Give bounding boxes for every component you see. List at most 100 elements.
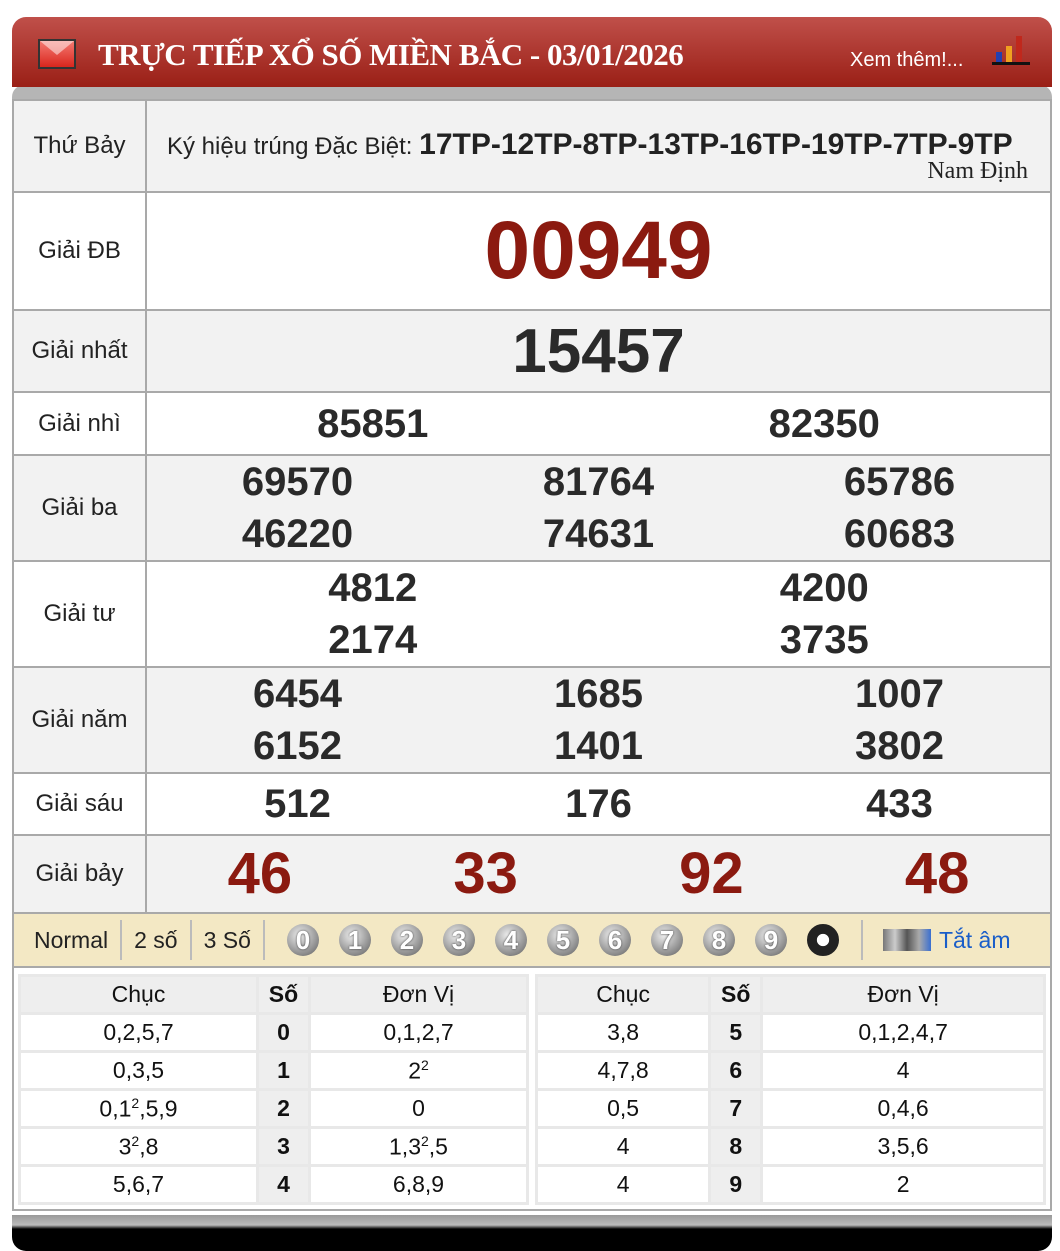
prize-row-g1: Giải nhất 15457	[12, 309, 1052, 393]
digit-4-button[interactable]: 4	[494, 924, 527, 956]
cell-text: 2	[408, 1057, 421, 1084]
cell-text: 2	[896, 1171, 910, 1197]
loto-header: Chục Số Đơn Vị	[18, 974, 529, 1015]
code-value: 17TP-12TP-8TP-13TP-16TP-19TP-7TP-9TP	[419, 128, 1013, 161]
mute-label: Tắt âm	[938, 926, 1011, 953]
digit-9-button[interactable]: 9	[754, 924, 787, 956]
prize-number: 4812	[328, 566, 418, 610]
col-so: Số	[256, 974, 311, 1015]
so-cell: 2	[256, 1088, 311, 1129]
count-sup: 2	[421, 1056, 429, 1073]
digit-3-button[interactable]: 3	[442, 924, 475, 956]
prize-number: 433	[866, 782, 933, 826]
cell-text: ,5	[428, 1133, 448, 1160]
chuc-cell: 0,5	[534, 1088, 712, 1129]
chuc-cell: 0,3,5	[18, 1050, 259, 1091]
special-code: Ký hiệu trúng Đặc Biệt: 17TP-12TP-8TP-13…	[145, 99, 1052, 193]
header-band	[12, 85, 1052, 99]
prize-row-g5: Giải năm 6454 1685 1007 6152 1401 3802	[12, 666, 1052, 774]
prize-number: 15457	[145, 309, 1052, 393]
prize-row-g4: Giải tư 4812 4200 2174 3735	[12, 560, 1052, 668]
mode-3-digits[interactable]: 3 Số	[192, 920, 265, 960]
cell-text: 0,3,5	[112, 1057, 165, 1083]
count-sup: 2	[131, 1094, 140, 1111]
so-cell: 1	[256, 1050, 311, 1091]
results-table: Thứ Bảy Ký hiệu trúng Đặc Biệt: 17TP-12T…	[12, 99, 1052, 914]
prize-number: 00949	[145, 191, 1052, 311]
table-row: 0,5 7 0,4,6	[534, 1088, 1046, 1129]
prize-number: 176	[565, 782, 632, 826]
prize-number: 6152	[253, 724, 342, 768]
table-row: 0,3,5 1 22	[18, 1050, 529, 1091]
prize-number: 46	[227, 841, 293, 906]
prize-number: 1401	[554, 724, 643, 768]
bar-chart-icon[interactable]	[992, 36, 1030, 65]
cell-text: 3,8	[607, 1019, 640, 1045]
digit-8-button[interactable]: 8	[702, 924, 735, 956]
prize-number: 65786	[843, 460, 956, 504]
prize-label: Giải ĐB	[12, 191, 147, 311]
so-cell: 7	[708, 1088, 764, 1129]
prize-number: 3802	[855, 724, 944, 768]
col-donvi: Đơn Vị	[760, 974, 1046, 1015]
cell-text: 4	[896, 1057, 910, 1083]
cell-text: 5,6,7	[112, 1171, 165, 1197]
prize-row-db: Giải ĐB 00949	[12, 191, 1052, 311]
cell-text: 1,3	[389, 1133, 421, 1160]
mode-normal[interactable]: Normal	[34, 920, 123, 960]
prize-number: 82350	[768, 401, 880, 446]
table-row: 32,8 3 1,32,5	[18, 1126, 529, 1167]
digit-2-button[interactable]: 2	[390, 924, 423, 956]
donvi-cell: 0,1,2,4,7	[760, 1012, 1046, 1053]
digit-5-button[interactable]: 5	[546, 924, 579, 956]
donvi-cell: 0,1,2,7	[308, 1012, 529, 1053]
prize-number: 60683	[843, 512, 956, 556]
cell-text: 0,4,6	[877, 1095, 929, 1121]
prize-number: 92	[679, 841, 744, 906]
mute-button[interactable]: Tắt âm	[860, 920, 1011, 960]
prize-label: Giải ba	[12, 454, 147, 562]
prize-label: Giải sáu	[12, 772, 147, 836]
prize-number: 512	[264, 782, 331, 826]
table-row: 0,12,5,9 2 0	[18, 1088, 529, 1129]
prize-label: Giải nhì	[12, 391, 147, 456]
table-row: 3,8 5 0,1,2,4,7	[534, 1012, 1046, 1053]
so-cell: 9	[708, 1164, 764, 1205]
prize-number: 1007	[855, 672, 944, 716]
col-chuc: Chục	[534, 974, 712, 1015]
digit-0-button[interactable]: 0	[286, 924, 319, 956]
digit-7-button[interactable]: 7	[650, 924, 683, 956]
info-row: Thứ Bảy Ký hiệu trúng Đặc Biệt: 17TP-12T…	[12, 99, 1052, 193]
loto-header: Chục Số Đơn Vị	[534, 974, 1046, 1015]
prize-number: 74631	[542, 512, 655, 556]
see-more-link[interactable]: Xem thêm!...	[850, 49, 964, 71]
donvi-cell: 6,8,9	[308, 1164, 529, 1205]
cell-text: 0,2,5,7	[103, 1019, 174, 1045]
so-cell: 5	[708, 1012, 764, 1053]
digit-6-button[interactable]: 6	[598, 924, 631, 956]
donvi-cell: 0,4,6	[760, 1088, 1046, 1129]
yin-yang-icon[interactable]	[806, 924, 839, 956]
results-widget: TRỰC TIẾP XỔ SỐ MIỀN BẮC - 03/01/2026 Xe…	[12, 17, 1052, 1251]
prize-number: 6454	[253, 672, 342, 716]
table-row: 0,2,5,7 0 0,1,2,7	[18, 1012, 529, 1053]
prize-number: 2174	[328, 618, 418, 662]
loto-table-left: Chục Số Đơn Vị 0,2,5,7 0 0,1,2,7 0,3,5 1 22 0,12,…	[18, 974, 529, 1205]
prize-number: 33	[453, 841, 518, 906]
mode-2-digits[interactable]: 2 số	[122, 920, 192, 960]
chuc-cell: 5,6,7	[18, 1164, 259, 1205]
prize-number: 46220	[241, 512, 354, 556]
speaker-icon	[882, 929, 931, 951]
digit-1-button[interactable]: 1	[338, 924, 371, 956]
cell-text: 4	[616, 1133, 630, 1159]
so-cell: 3	[256, 1126, 311, 1167]
so-cell: 6	[708, 1050, 764, 1091]
mail-icon	[38, 39, 76, 69]
chuc-cell: 4	[534, 1164, 712, 1205]
prize-number: 3735	[779, 618, 869, 662]
col-chuc: Chục	[18, 974, 259, 1015]
page-title: TRỰC TIẾP XỔ SỐ MIỀN BẮC - 03/01/2026	[98, 37, 684, 72]
cell-text: 0,1	[99, 1095, 132, 1122]
cell-text: 3,5,6	[877, 1133, 929, 1159]
count-sup: 2	[421, 1132, 429, 1149]
